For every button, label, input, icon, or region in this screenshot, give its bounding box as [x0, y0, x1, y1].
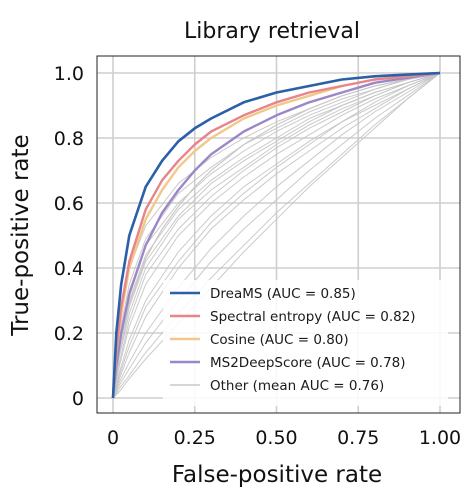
legend-box: [163, 280, 448, 406]
legend-label: DreaMS (AUC = 0.85): [210, 286, 356, 302]
legend-label: Cosine (AUC = 0.80): [210, 332, 349, 348]
legend-label: Other (mean AUC = 0.76): [210, 378, 384, 394]
legend-label: MS2DeepScore (AUC = 0.78): [210, 355, 406, 371]
other-method-curve: [112, 72, 441, 399]
other-method-curve: [112, 72, 441, 399]
chart-title: Library retrieval: [184, 19, 360, 44]
other-method-curve: [112, 72, 441, 399]
x-tick-labels: 0 0.25 0.50 0.75 1.00: [107, 427, 461, 449]
y-tick-label: 0.6: [54, 193, 84, 215]
x-axis-title: False-positive rate: [172, 462, 382, 488]
dreams-curve: [111, 71, 441, 399]
other-method-curve: [112, 72, 441, 399]
other-method-curve: [112, 72, 441, 399]
other-method-curve: [112, 72, 441, 399]
other-method-curve: [112, 72, 441, 399]
y-tick-label: 0.4: [54, 258, 84, 280]
other-method-curve: [112, 72, 441, 399]
y-tick-label: 0.2: [54, 323, 84, 345]
other-method-curve: [112, 72, 441, 399]
other-method-curve: [112, 72, 441, 399]
x-tick-label: 0.75: [337, 427, 379, 449]
y-tick-label: 1.0: [54, 63, 84, 85]
y-axis-title: True-positive rate: [8, 134, 34, 336]
x-tick-label: 1.00: [419, 427, 461, 449]
other-mean-curve: [112, 72, 441, 399]
x-tick-label: 0.50: [255, 427, 297, 449]
y-tick-label: 0: [72, 388, 84, 410]
x-tick-label: 0: [107, 427, 119, 449]
x-tick-label: 0.25: [174, 427, 216, 449]
legend: DreaMS (AUC = 0.85) Spectral entropy (AUC…: [163, 280, 448, 406]
legend-label: Spectral entropy (AUC = 0.82): [210, 309, 416, 325]
ms2deepscore-curve: [111, 71, 441, 399]
y-tick-label: 0.8: [54, 128, 84, 150]
plot-frame: [96, 55, 461, 414]
series-curves: [111, 71, 441, 399]
y-tick-labels: 0 0.2 0.4 0.6 0.8 1.0: [54, 63, 84, 410]
spectral-entropy-curve: [111, 71, 441, 399]
